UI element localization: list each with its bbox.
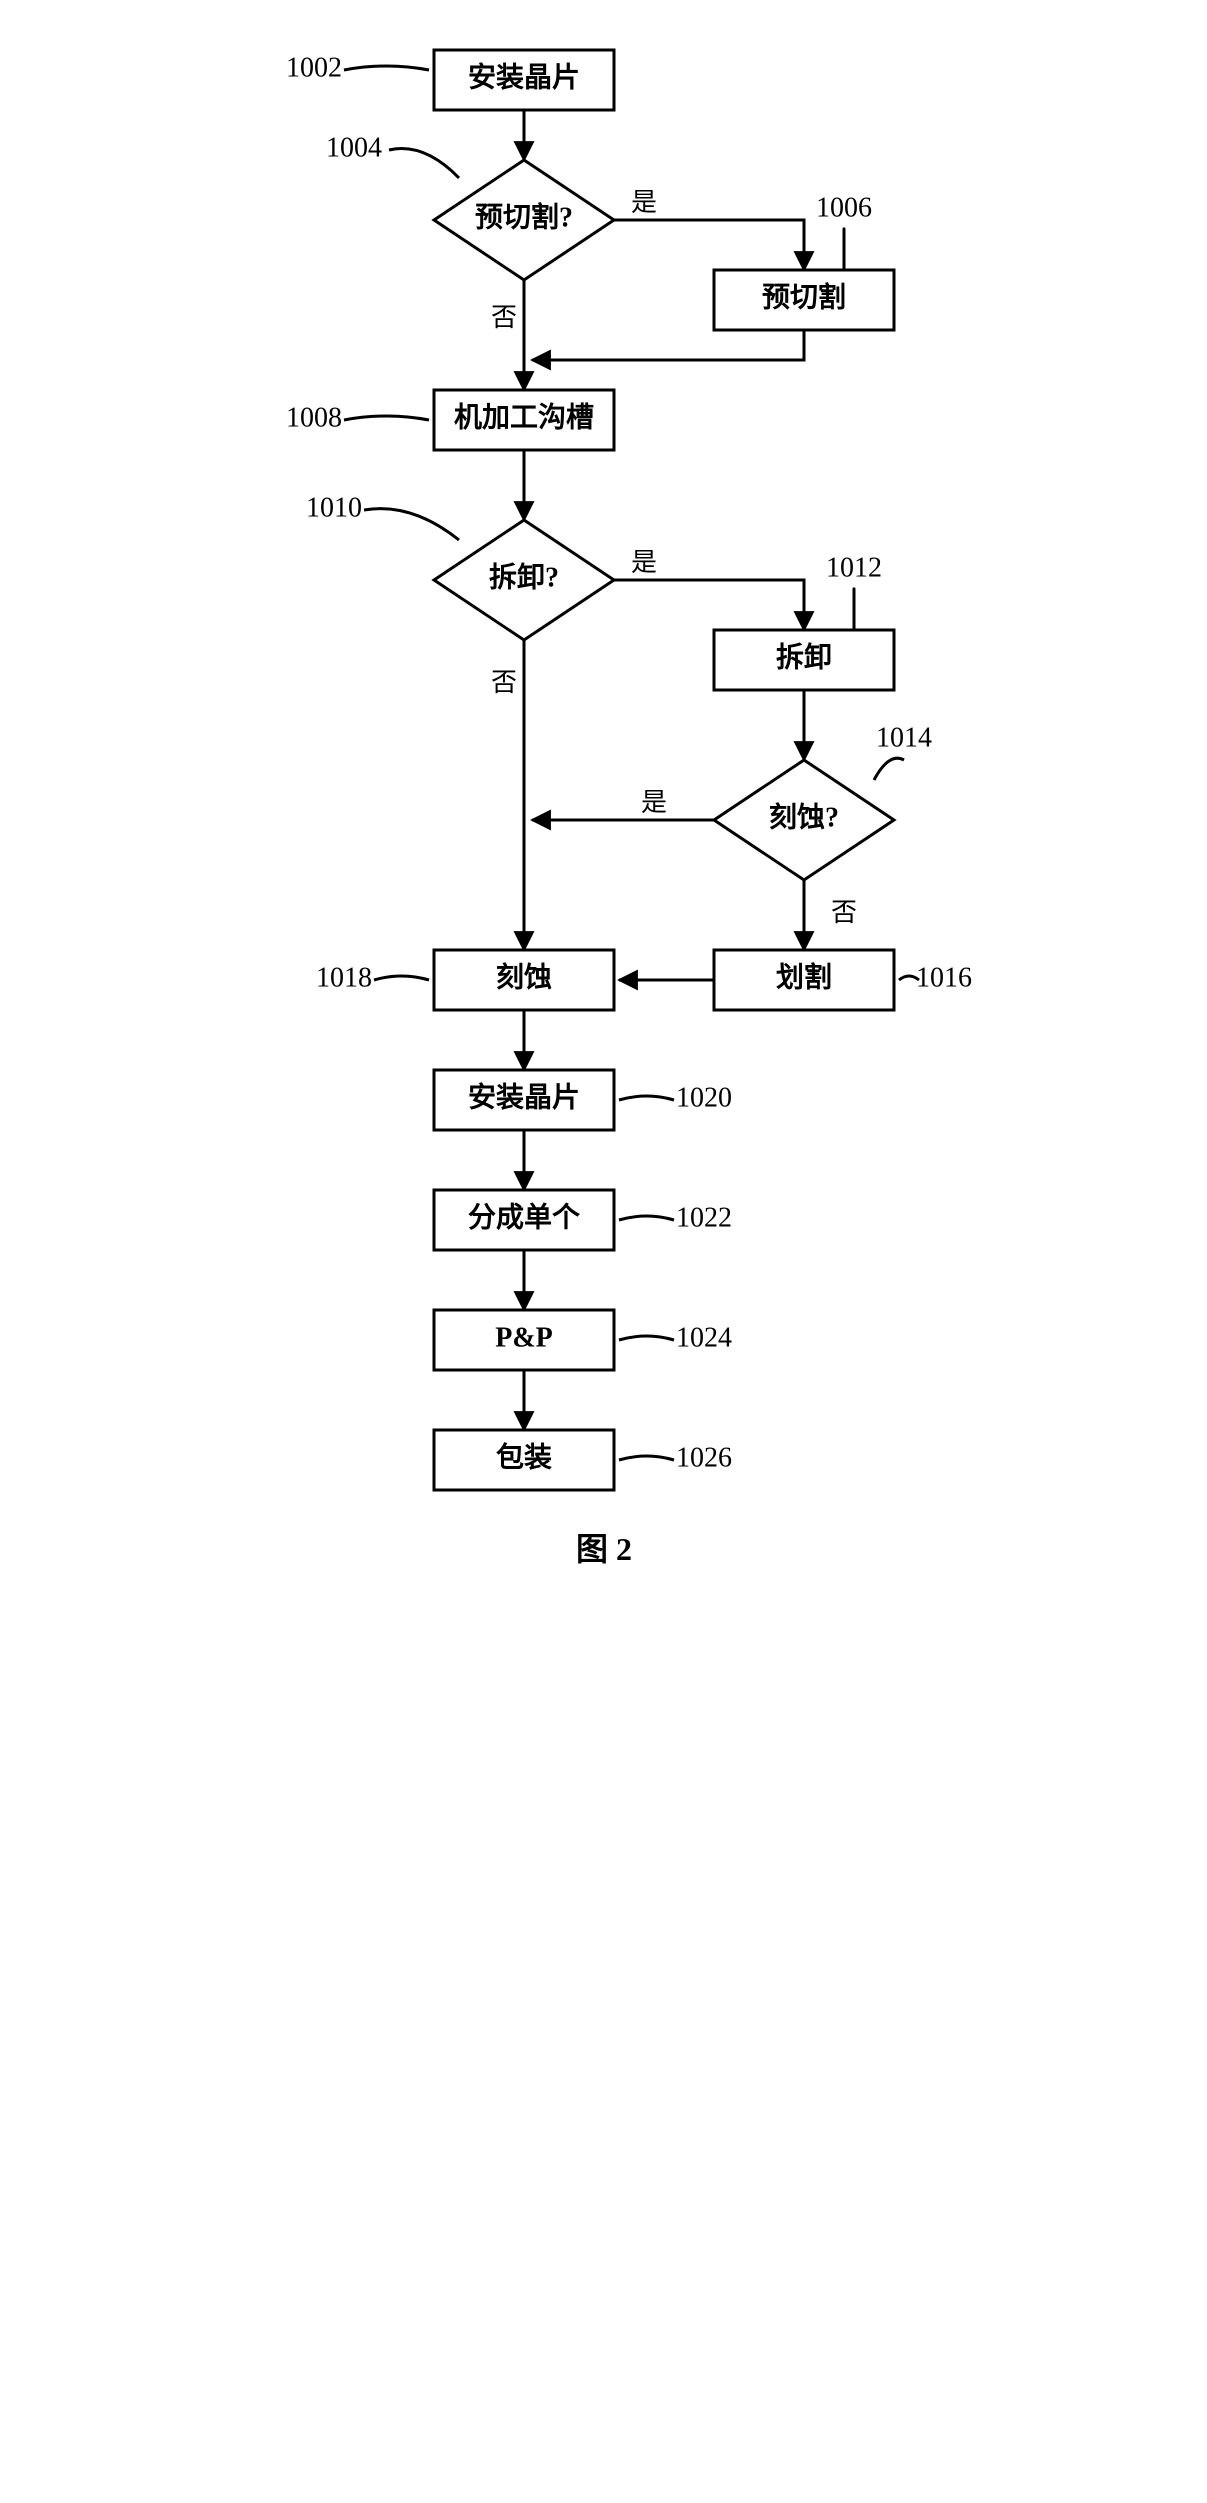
ref-lead-n1016 [899,976,919,980]
edge-label-no: 否 [490,668,516,697]
ref-n1026: 1026 [676,1442,732,1473]
node-label: 刻蚀? [768,800,838,833]
ref-n1022: 1022 [676,1202,732,1233]
node-label: 预切割 [761,280,845,313]
node-label: P&P [495,1322,553,1353]
edge-label-yes: 是 [630,548,656,577]
edge-n1006-merge1 [532,330,804,360]
ref-lead-n1024 [619,1336,674,1340]
ref-n1012: 1012 [826,552,882,583]
edge-n1010-n1012 [614,580,804,630]
edge-label-yes: 是 [630,188,656,217]
ref-n1002: 1002 [286,52,342,83]
ref-lead-n1014 [874,758,904,780]
ref-n1016: 1016 [916,962,972,993]
node-n1018: 刻蚀 [434,950,614,1010]
node-n1006: 预切割 [714,270,894,330]
node-label: 预切割? [474,200,572,233]
ref-lead-n1004 [389,149,459,178]
node-n1010: 拆卸? [434,520,614,640]
node-n1026: 包装 [434,1430,614,1490]
ref-n1014: 1014 [876,722,932,753]
figure-caption: 图 2 [575,1531,631,1567]
edge-label-no: 否 [830,898,856,927]
node-n1020: 安装晶片 [434,1070,614,1130]
ref-lead-n1002 [344,66,429,70]
node-label: 刻蚀 [495,960,551,993]
ref-n1020: 1020 [676,1082,732,1113]
node-n1008: 机加工沟槽 [434,390,614,450]
node-label: 拆卸 [775,641,831,673]
node-label: 包装 [495,1441,551,1473]
node-n1024: P&P [434,1310,614,1370]
node-label: 拆卸? [488,561,558,593]
node-n1012: 拆卸 [714,630,894,690]
node-n1016: 划割 [714,950,894,1010]
ref-lead-n1018 [374,976,429,980]
node-n1022: 分成单个 [434,1190,614,1250]
node-label: 分成单个 [467,1201,580,1233]
edge-n1004-n1006 [614,220,804,270]
node-label: 机加工沟槽 [453,401,593,433]
ref-n1010: 1010 [306,492,362,523]
edge-label-no: 否 [490,303,516,332]
ref-n1018: 1018 [316,962,372,993]
node-n1014: 刻蚀? [714,760,894,880]
ref-lead-n1020 [619,1096,674,1100]
flowchart: 是否是否是否安装晶片预切割?预切割机加工沟槽拆卸?拆卸刻蚀?划割刻蚀安装晶片分成… [224,20,984,1600]
node-label: 安装晶片 [467,1081,579,1113]
ref-n1004: 1004 [326,132,382,163]
ref-lead-n1026 [619,1456,674,1460]
ref-lead-n1010 [364,509,459,540]
node-label: 划割 [775,960,831,993]
node-n1002: 安装晶片 [434,50,614,110]
ref-n1006: 1006 [816,192,872,223]
node-n1004: 预切割? [434,160,614,280]
ref-n1024: 1024 [676,1322,732,1353]
ref-lead-n1022 [619,1216,674,1220]
node-label: 安装晶片 [467,61,579,93]
ref-lead-n1008 [344,416,429,420]
edge-label-yes: 是 [640,788,666,817]
ref-n1008: 1008 [286,402,342,433]
